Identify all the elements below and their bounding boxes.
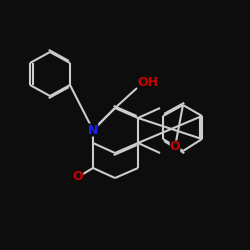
Text: OH: OH <box>138 76 158 88</box>
Text: N: N <box>88 124 98 136</box>
Text: O: O <box>73 170 83 183</box>
Text: O: O <box>170 140 180 153</box>
